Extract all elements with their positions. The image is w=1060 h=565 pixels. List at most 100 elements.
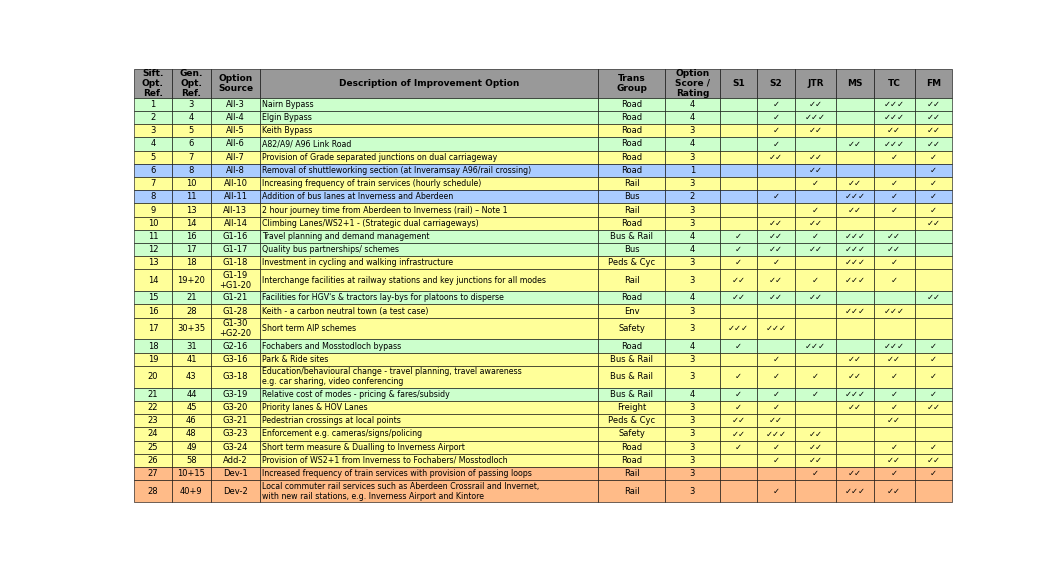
Bar [915, 401, 952, 414]
Bar [666, 137, 720, 151]
Bar [172, 340, 211, 353]
Bar [598, 318, 666, 340]
Text: 12: 12 [147, 245, 158, 254]
Bar [211, 243, 260, 257]
Text: ✓✓: ✓✓ [809, 219, 823, 228]
Text: 41: 41 [187, 355, 197, 364]
Text: Peds & Cyc: Peds & Cyc [607, 416, 655, 425]
Bar [795, 401, 836, 414]
Text: 8: 8 [189, 166, 194, 175]
Bar [915, 318, 952, 340]
Bar [873, 243, 915, 257]
Text: ✓: ✓ [890, 276, 898, 285]
Text: 22: 22 [147, 403, 158, 412]
Text: 11: 11 [147, 232, 158, 241]
Bar [211, 414, 260, 427]
Bar [915, 467, 952, 480]
Bar [720, 467, 757, 480]
Text: 23: 23 [147, 416, 158, 425]
Bar [598, 340, 666, 353]
Bar [757, 216, 795, 230]
Text: Enforcement e.g. cameras/signs/policing: Enforcement e.g. cameras/signs/policing [262, 429, 423, 438]
Text: 3: 3 [690, 372, 695, 381]
Text: All-5: All-5 [226, 126, 245, 135]
Bar [260, 467, 598, 480]
Text: Trans
Group: Trans Group [616, 73, 647, 93]
Text: G3-18: G3-18 [223, 372, 248, 381]
Bar [836, 190, 873, 203]
Bar [836, 69, 873, 98]
Text: Climbing Lanes/WS2+1 - (Strategic dual carriageways): Climbing Lanes/WS2+1 - (Strategic dual c… [262, 219, 479, 228]
Bar [836, 203, 873, 216]
Text: G3-21: G3-21 [223, 416, 248, 425]
Bar [836, 111, 873, 124]
Bar [260, 340, 598, 353]
Text: 9: 9 [151, 206, 156, 215]
Bar [873, 388, 915, 401]
Text: 7: 7 [189, 153, 194, 162]
Bar [915, 98, 952, 111]
Bar [666, 243, 720, 257]
Bar [260, 441, 598, 454]
Bar [211, 190, 260, 203]
Text: ✓: ✓ [930, 442, 937, 451]
Bar [873, 292, 915, 305]
Text: ✓✓: ✓✓ [809, 166, 823, 175]
Text: ✓: ✓ [890, 403, 898, 412]
Text: ✓: ✓ [890, 179, 898, 188]
Bar [757, 292, 795, 305]
Bar [172, 454, 211, 467]
Text: A82/A9/ A96 Link Road: A82/A9/ A96 Link Road [262, 140, 352, 149]
Bar [260, 243, 598, 257]
Text: ✓: ✓ [930, 469, 937, 478]
Bar [172, 480, 211, 502]
Bar [260, 137, 598, 151]
Text: ✓: ✓ [773, 113, 779, 122]
Bar [915, 203, 952, 216]
Text: G1-18: G1-18 [223, 258, 248, 267]
Text: Road: Road [621, 456, 642, 465]
Bar [757, 318, 795, 340]
Text: ✓✓✓: ✓✓✓ [884, 140, 904, 149]
Bar [836, 467, 873, 480]
Bar [666, 401, 720, 414]
Text: ✓: ✓ [930, 166, 937, 175]
Text: S1: S1 [732, 79, 745, 88]
Bar [598, 427, 666, 441]
Bar [211, 388, 260, 401]
Text: ✓: ✓ [735, 372, 742, 381]
Text: ✓: ✓ [930, 355, 937, 364]
Text: 3: 3 [690, 355, 695, 364]
Text: G3-24: G3-24 [223, 442, 248, 451]
Bar [260, 401, 598, 414]
Bar [172, 401, 211, 414]
Bar [135, 414, 172, 427]
Bar [211, 467, 260, 480]
Text: 3: 3 [690, 324, 695, 333]
Text: 4: 4 [690, 113, 695, 122]
Bar [836, 366, 873, 388]
Text: Option
Score /
Rating: Option Score / Rating [675, 69, 710, 98]
Bar [666, 190, 720, 203]
Bar [720, 340, 757, 353]
Bar [598, 305, 666, 318]
Bar [260, 151, 598, 164]
Bar [666, 454, 720, 467]
Text: 26: 26 [147, 456, 158, 465]
Bar [795, 353, 836, 366]
Text: ✓: ✓ [773, 456, 779, 465]
Bar [757, 270, 795, 292]
Text: 27: 27 [147, 469, 158, 478]
Text: Road: Road [621, 293, 642, 302]
Bar [795, 318, 836, 340]
Text: 40+9: 40+9 [180, 486, 202, 496]
Bar [757, 366, 795, 388]
Bar [172, 137, 211, 151]
Text: JTR: JTR [807, 79, 824, 88]
Text: G3-16: G3-16 [223, 355, 248, 364]
Bar [795, 467, 836, 480]
Bar [598, 151, 666, 164]
Text: Addition of bus lanes at Inverness and Aberdeen: Addition of bus lanes at Inverness and A… [262, 192, 454, 201]
Bar [915, 340, 952, 353]
Bar [172, 467, 211, 480]
